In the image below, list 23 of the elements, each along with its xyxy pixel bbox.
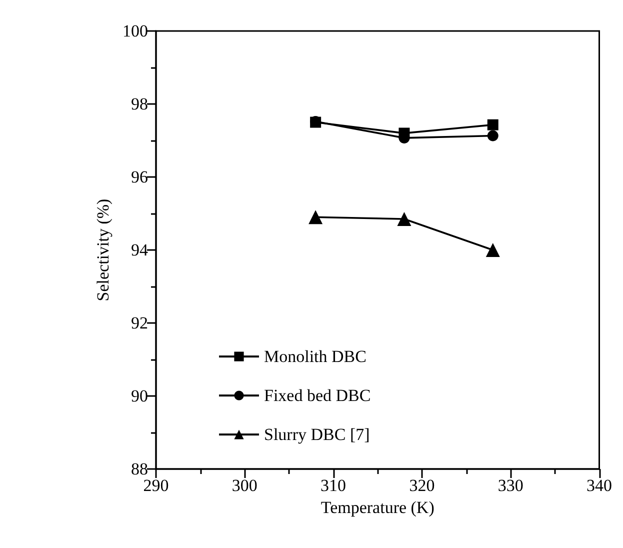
y-tick-label: 96 (131, 168, 148, 186)
x-tick-label: 340 (586, 476, 612, 495)
point (487, 119, 498, 130)
point (486, 243, 500, 257)
legend-label: Monolith DBC (264, 347, 366, 366)
x-tick-label: 290 (143, 476, 169, 495)
x-tick-label: 310 (320, 476, 346, 495)
x-tick-label: 330 (498, 476, 524, 495)
point (487, 130, 498, 142)
y-tick-label: 98 (131, 94, 148, 114)
y-axis-title: Selectivity (%) (94, 198, 113, 302)
y-tick-label: 92 (131, 314, 148, 332)
x-tick-label: 320 (409, 476, 435, 495)
point (308, 210, 323, 224)
x-tick-label: 300 (232, 476, 258, 495)
legend-label: Fixed bed DBC (264, 386, 371, 405)
y-tick-label: 100 (122, 22, 148, 40)
y-tick-label: 94 (131, 240, 148, 260)
point (397, 212, 412, 226)
y-tick-label: 90 (131, 386, 148, 406)
x-axis-title: Temperature (K) (320, 498, 434, 517)
y-tick-label: 88 (131, 460, 148, 478)
legend-label: Slurry DBC [7] (264, 425, 370, 444)
